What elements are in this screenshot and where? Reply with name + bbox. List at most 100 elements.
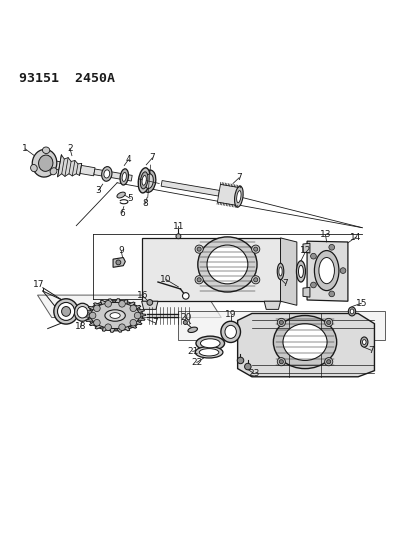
Polygon shape [94, 169, 107, 177]
Polygon shape [306, 241, 347, 301]
Text: 7: 7 [282, 279, 287, 288]
Ellipse shape [102, 167, 112, 181]
Ellipse shape [120, 169, 128, 185]
Ellipse shape [140, 172, 148, 189]
Circle shape [279, 360, 283, 364]
Circle shape [93, 319, 100, 326]
Text: 20: 20 [180, 313, 191, 322]
Ellipse shape [57, 302, 74, 320]
Circle shape [134, 312, 140, 319]
Circle shape [244, 364, 251, 370]
Ellipse shape [200, 339, 220, 348]
Ellipse shape [116, 192, 125, 198]
Text: 3: 3 [95, 186, 101, 195]
Circle shape [147, 300, 152, 305]
Circle shape [130, 319, 136, 326]
Ellipse shape [361, 340, 365, 344]
Text: 8: 8 [142, 199, 147, 208]
Circle shape [251, 245, 259, 253]
Ellipse shape [122, 173, 126, 181]
Circle shape [251, 276, 259, 284]
Ellipse shape [347, 307, 355, 316]
Circle shape [339, 268, 345, 273]
Ellipse shape [90, 303, 139, 328]
Ellipse shape [313, 251, 338, 290]
Text: 22: 22 [191, 358, 202, 367]
Circle shape [195, 245, 203, 253]
Text: 23: 23 [248, 369, 259, 378]
Polygon shape [84, 298, 145, 332]
Polygon shape [217, 184, 240, 206]
Circle shape [328, 291, 334, 297]
Text: 11: 11 [172, 222, 184, 231]
Ellipse shape [224, 325, 236, 338]
Circle shape [237, 357, 243, 364]
Ellipse shape [142, 175, 146, 185]
Polygon shape [57, 155, 81, 177]
Text: 15: 15 [355, 299, 366, 308]
Text: 1: 1 [22, 144, 28, 154]
Ellipse shape [296, 261, 305, 282]
Ellipse shape [277, 263, 283, 280]
Text: 14: 14 [349, 232, 361, 241]
Ellipse shape [32, 149, 57, 177]
Ellipse shape [142, 170, 155, 192]
Ellipse shape [221, 321, 240, 343]
Circle shape [310, 282, 316, 288]
Text: 21: 21 [187, 347, 198, 356]
Ellipse shape [31, 165, 37, 172]
Circle shape [119, 301, 125, 307]
Polygon shape [141, 238, 280, 301]
Circle shape [104, 301, 111, 307]
Circle shape [277, 318, 285, 327]
Polygon shape [106, 171, 132, 181]
Circle shape [119, 324, 125, 330]
Ellipse shape [138, 168, 150, 193]
Ellipse shape [236, 191, 240, 203]
Circle shape [277, 358, 285, 366]
Ellipse shape [188, 327, 197, 333]
Text: 12: 12 [299, 246, 311, 255]
Text: 4: 4 [125, 155, 131, 164]
Ellipse shape [234, 186, 242, 207]
Circle shape [326, 360, 330, 364]
Circle shape [130, 305, 136, 312]
Circle shape [195, 276, 203, 284]
Polygon shape [178, 311, 384, 340]
Circle shape [253, 278, 257, 282]
Text: 5: 5 [127, 194, 133, 203]
Text: 13: 13 [319, 230, 330, 239]
Ellipse shape [273, 316, 336, 369]
Ellipse shape [349, 309, 353, 314]
Ellipse shape [110, 313, 120, 318]
Text: 19: 19 [224, 310, 236, 319]
Ellipse shape [74, 303, 90, 321]
Ellipse shape [197, 237, 256, 292]
Ellipse shape [77, 306, 88, 318]
Text: 7: 7 [152, 318, 158, 327]
Text: 17: 17 [33, 280, 44, 289]
Ellipse shape [206, 245, 247, 284]
Polygon shape [237, 313, 373, 377]
Ellipse shape [199, 349, 218, 356]
Circle shape [93, 305, 100, 312]
Circle shape [197, 247, 201, 251]
Polygon shape [263, 301, 280, 309]
Text: 9: 9 [118, 246, 124, 255]
Polygon shape [161, 181, 219, 196]
Polygon shape [54, 161, 95, 176]
Ellipse shape [145, 174, 153, 189]
Circle shape [253, 247, 257, 251]
Circle shape [324, 358, 332, 366]
Polygon shape [141, 301, 158, 309]
Text: 93151  2450A: 93151 2450A [19, 72, 115, 85]
Text: 7: 7 [368, 346, 373, 355]
Ellipse shape [43, 147, 50, 154]
Ellipse shape [50, 168, 57, 175]
Polygon shape [113, 257, 125, 268]
Ellipse shape [38, 155, 53, 171]
Ellipse shape [195, 346, 222, 358]
Ellipse shape [298, 265, 303, 278]
Ellipse shape [278, 267, 282, 276]
Ellipse shape [360, 337, 367, 347]
